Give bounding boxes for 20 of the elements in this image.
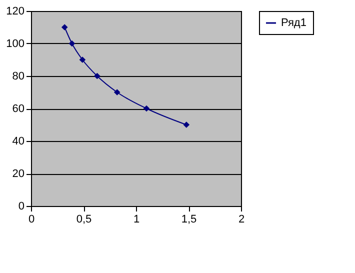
point (61, 24, 68, 30)
point (94, 72, 100, 80)
point (183, 122, 190, 128)
legend-label: Ряд1 (281, 17, 306, 29)
y-tick-label: 80 (12, 70, 24, 82)
point (79, 56, 86, 63)
x-tick-label: 1 (133, 214, 140, 226)
y-tick-label: 60 (12, 103, 24, 115)
x-tick-label: 1,5 (181, 214, 197, 226)
y-tick-label: 120 (6, 6, 24, 18)
point (68, 40, 76, 47)
y-tick-label: 0 (18, 200, 24, 212)
y-tick-label: 40 (12, 136, 24, 148)
x-tick-label: 2 (238, 214, 245, 226)
point (114, 89, 120, 96)
point (143, 105, 150, 112)
y-tick-label: 20 (12, 168, 24, 180)
x-tick-label: 0 (28, 214, 35, 226)
y-tick-label: 100 (6, 38, 24, 50)
x-tick-label: 0,5 (76, 214, 92, 226)
